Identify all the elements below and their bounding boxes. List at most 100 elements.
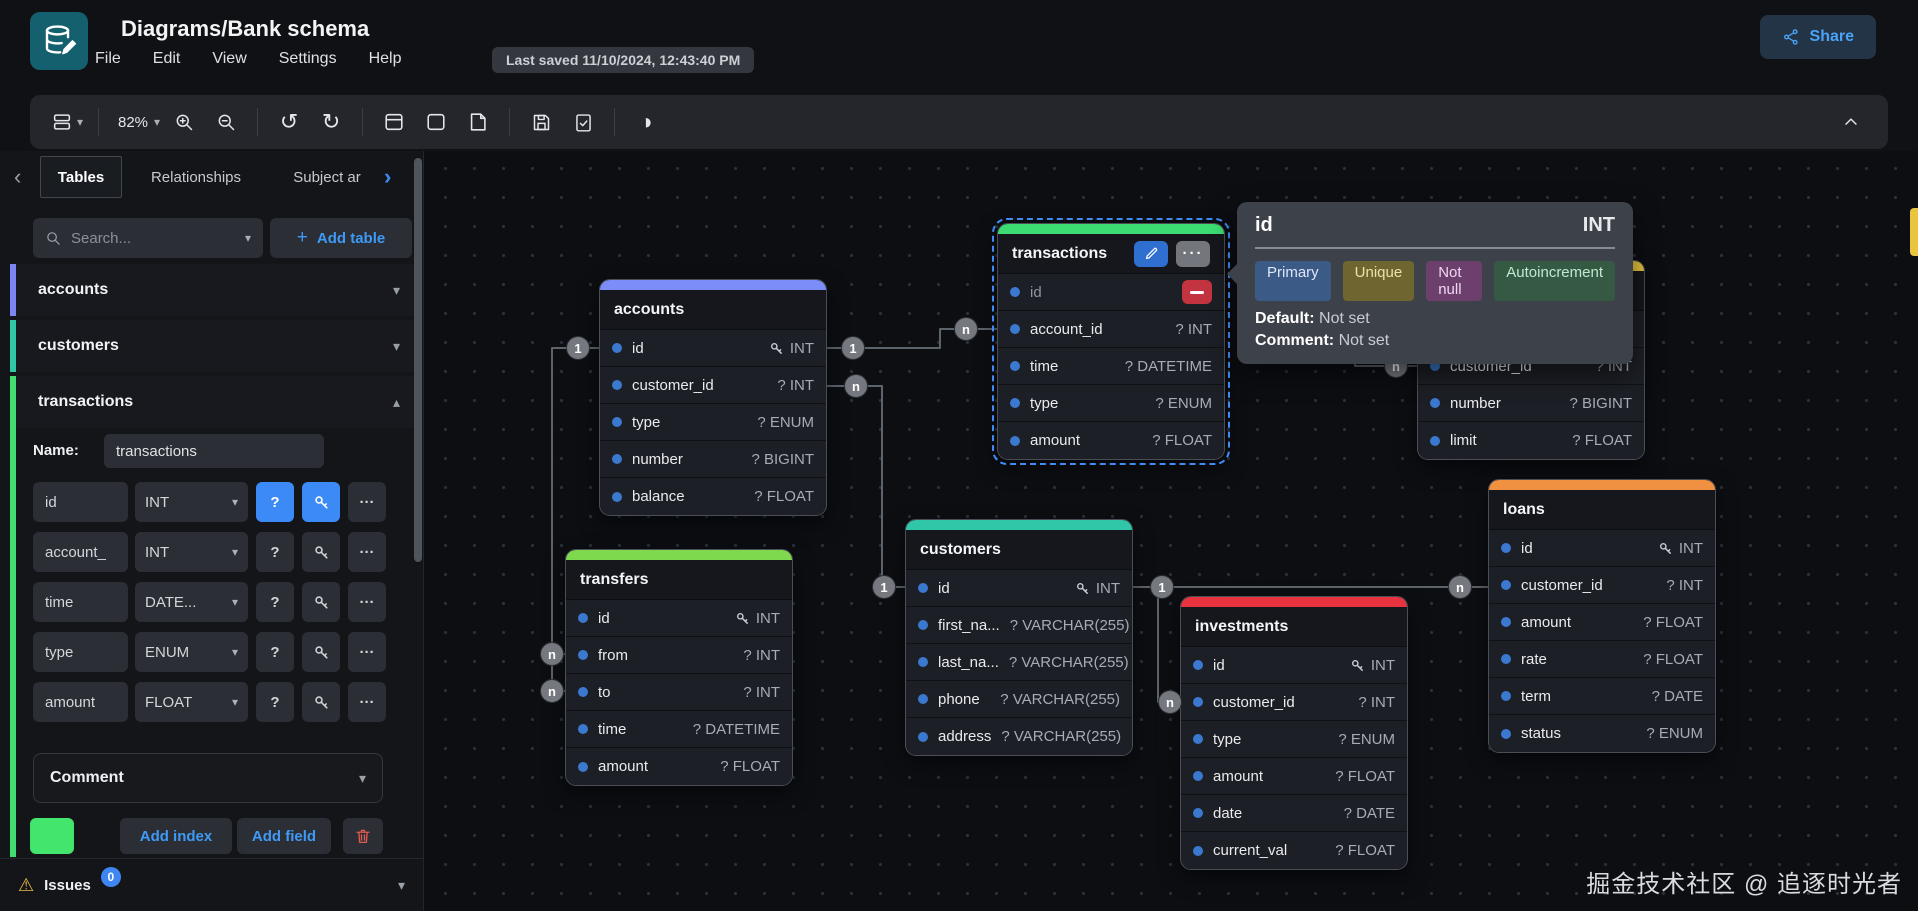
table-name-input[interactable]	[104, 434, 324, 468]
add-field-button[interactable]: Add field	[237, 818, 331, 854]
table-row[interactable]: first_na... ? VARCHAR(255)	[906, 607, 1132, 644]
save-button[interactable]	[523, 104, 559, 140]
nullable-toggle-button[interactable]: ?	[256, 532, 294, 572]
table-row[interactable]: number ? BIGINT	[600, 441, 826, 478]
field-name-value[interactable]	[45, 693, 116, 711]
table-row[interactable]: id INT	[1489, 530, 1715, 567]
field-more-button[interactable]: ···	[348, 532, 386, 572]
field-type-select[interactable]: INT ▾	[135, 482, 248, 522]
field-type-select[interactable]: FLOAT ▾	[135, 682, 248, 722]
primary-key-toggle-button[interactable]	[302, 532, 340, 572]
field-name-input[interactable]	[33, 682, 128, 722]
field-more-button[interactable]: ···	[348, 582, 386, 622]
issues-panel-header[interactable]: ⚠ Issues 0 ▾	[0, 858, 423, 911]
table-row[interactable]: time ? DATETIME	[998, 348, 1224, 385]
table-row[interactable]: account_id ? INT	[998, 311, 1224, 348]
add-area-button[interactable]	[418, 104, 454, 140]
diagram-table-transfers[interactable]: transfers id INT from ? INT to ? INT time ? …	[565, 549, 793, 786]
field-more-button[interactable]: ···	[348, 632, 386, 672]
sidebar-item-customers[interactable]: customers ▾	[10, 320, 416, 372]
redo-button[interactable]: ↻	[313, 104, 349, 140]
undo-button[interactable]: ↺	[271, 104, 307, 140]
table-row[interactable]: customer_id ? INT	[1489, 567, 1715, 604]
field-name-input[interactable]	[33, 582, 128, 622]
table-color-swatch[interactable]	[30, 818, 74, 854]
diagram-table-transactions[interactable]: transactions ··· id account_id ? INT time…	[992, 218, 1230, 465]
table-row[interactable]: to ? INT	[566, 674, 792, 711]
field-more-button[interactable]: ···	[348, 682, 386, 722]
table-row[interactable]: number ? BIGINT	[1418, 385, 1644, 422]
table-row[interactable]: current_val ? FLOAT	[1181, 832, 1407, 869]
table-row[interactable]: id INT	[600, 330, 826, 367]
field-name-input[interactable]	[33, 532, 128, 572]
table-row[interactable]: status ? ENUM	[1489, 715, 1715, 752]
field-more-button[interactable]: ···	[348, 482, 386, 522]
search-box[interactable]: ▾	[33, 218, 263, 258]
table-row[interactable]: term ? DATE	[1489, 678, 1715, 715]
field-name-value[interactable]	[45, 493, 116, 511]
nullable-toggle-button[interactable]: ?	[256, 582, 294, 622]
add-index-button[interactable]: Add index	[120, 818, 232, 854]
table-row[interactable]: type ? ENUM	[1181, 721, 1407, 758]
table-row[interactable]: customer_id ? INT	[1181, 684, 1407, 721]
caret-down-icon[interactable]: ▾	[244, 231, 251, 245]
menu-file[interactable]: File	[95, 50, 121, 67]
table-row[interactable]: address ? VARCHAR(255)	[906, 718, 1132, 755]
nullable-toggle-button[interactable]: ?	[256, 482, 294, 522]
primary-key-toggle-button[interactable]	[302, 482, 340, 522]
field-type-select[interactable]: DATE... ▾	[135, 582, 248, 622]
table-row[interactable]: type ? ENUM	[600, 404, 826, 441]
field-name-value[interactable]	[45, 543, 116, 561]
primary-key-toggle-button[interactable]	[302, 682, 340, 722]
layout-options-button[interactable]: ▾	[49, 104, 85, 140]
add-note-button[interactable]	[460, 104, 496, 140]
field-name-value[interactable]	[45, 643, 116, 661]
field-name-input[interactable]	[33, 632, 128, 672]
field-name-input[interactable]	[33, 482, 128, 522]
table-row[interactable]: from ? INT	[566, 637, 792, 674]
table-row[interactable]: last_na... ? VARCHAR(255)	[906, 644, 1132, 681]
delete-field-button[interactable]	[1182, 280, 1212, 304]
prev-tabs-icon[interactable]: ‹	[14, 164, 22, 189]
table-row[interactable]: id	[998, 274, 1224, 311]
theme-toggle-button[interactable]: ◑	[628, 104, 664, 140]
diagram-canvas[interactable]: accounts id INT customer_id ? INT type ? EN…	[424, 151, 1918, 911]
field-name-value[interactable]	[45, 593, 116, 611]
table-more-button[interactable]: ···	[1176, 240, 1210, 267]
share-button[interactable]: Share	[1759, 15, 1876, 59]
table-row[interactable]: id INT	[906, 570, 1132, 607]
tab-subject-areas[interactable]: Subject ar	[283, 156, 371, 198]
diagram-table-accounts[interactable]: accounts id INT customer_id ? INT type ? EN…	[599, 279, 827, 516]
zoom-in-button[interactable]	[166, 104, 202, 140]
table-row[interactable]: amount ? FLOAT	[1181, 758, 1407, 795]
nullable-toggle-button[interactable]: ?	[256, 632, 294, 672]
table-row[interactable]: time ? DATETIME	[566, 711, 792, 748]
search-input[interactable]	[71, 229, 232, 247]
table-row[interactable]: customer_id ? INT	[600, 367, 826, 404]
table-row[interactable]: phone ? VARCHAR(255)	[906, 681, 1132, 718]
table-row[interactable]: limit ? FLOAT	[1418, 422, 1644, 459]
todo-button[interactable]	[565, 104, 601, 140]
zoom-out-button[interactable]	[208, 104, 244, 140]
next-tabs-icon[interactable]: ›	[384, 164, 392, 189]
table-row[interactable]: id INT	[566, 600, 792, 637]
sidebar-item-accounts[interactable]: accounts ▾	[10, 264, 416, 316]
table-row[interactable]: amount ? FLOAT	[566, 748, 792, 785]
table-row[interactable]: type ? ENUM	[998, 385, 1224, 422]
sidebar-scrollbar[interactable]	[414, 158, 422, 562]
diagram-table-loans[interactable]: loans id INT customer_id ? INT amount ? FLO…	[1488, 479, 1716, 753]
comment-section[interactable]: Comment ▾	[33, 753, 383, 803]
tab-relationships[interactable]: Relationships	[138, 156, 254, 198]
collapse-header-button[interactable]	[1833, 104, 1869, 140]
delete-table-button[interactable]	[343, 818, 383, 854]
table-row[interactable]: amount ? FLOAT	[998, 422, 1224, 459]
edit-table-button[interactable]	[1134, 240, 1168, 267]
zoom-level-dropdown[interactable]: 82% ▾	[112, 104, 160, 140]
field-type-select[interactable]: ENUM ▾	[135, 632, 248, 672]
add-table-button-toolbar[interactable]	[376, 104, 412, 140]
table-row[interactable]: date ? DATE	[1181, 795, 1407, 832]
menu-settings[interactable]: Settings	[278, 50, 337, 67]
menu-view[interactable]: View	[212, 50, 247, 67]
table-row[interactable]: balance ? FLOAT	[600, 478, 826, 515]
table-row[interactable]: id INT	[1181, 647, 1407, 684]
